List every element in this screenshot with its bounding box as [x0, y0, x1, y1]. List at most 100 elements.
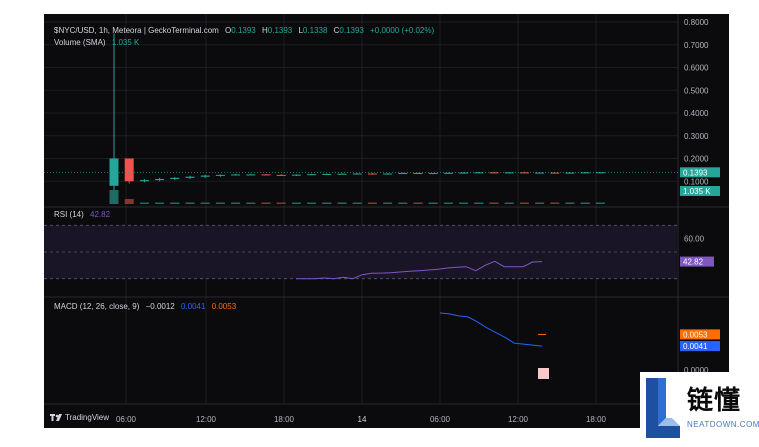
candle [383, 173, 393, 175]
pair-title: $NYC/USD, 1h, Meteora | GeckoTerminal.co… [54, 26, 219, 35]
volume-bar [489, 202, 499, 204]
volume-bar [246, 202, 256, 204]
watermark-en-text: NEATDOWN.COM [687, 420, 759, 429]
candle [352, 173, 362, 175]
volume-bar [443, 202, 453, 204]
macd-label: MACD (12, 26, close, 9) [54, 302, 140, 311]
open-label: O [225, 26, 232, 35]
chart-canvas[interactable]: 0.8000 0.7000 0.6000 0.5000 0.4000 0.3000 0.20… [44, 14, 729, 428]
tradingview-logo-icon [50, 413, 62, 421]
time-tick-label: 12:00 [196, 415, 217, 424]
candle [307, 174, 317, 176]
candle [322, 173, 332, 175]
rsi-line [296, 260, 543, 280]
volume-bar [261, 202, 271, 204]
candle [519, 172, 529, 174]
volume-bar [474, 202, 484, 204]
volume-bar [383, 202, 393, 204]
volume-bar [276, 202, 286, 204]
volume-bar [565, 202, 575, 204]
candle [231, 174, 241, 176]
macd-line [439, 312, 543, 347]
close-price-badge-bg [680, 167, 720, 178]
volume-bar [200, 202, 210, 204]
price-tick-label: 0.8000 [684, 18, 709, 27]
price-tick-label: 0.7000 [684, 41, 709, 50]
macd-zero-label: 0.0000 [684, 366, 709, 375]
low-label: L [298, 26, 303, 35]
volume-bar [291, 202, 301, 204]
volume-badge-bg [680, 186, 720, 196]
volume-bar [124, 199, 134, 204]
rsi-tick-label: 60.00 [684, 235, 705, 244]
volume-value: 1.035 K [111, 38, 140, 47]
macd-line-value: 0.0041 [180, 302, 206, 311]
candle [367, 173, 377, 175]
volume-bar [155, 202, 165, 204]
rsi-badge-bg [680, 256, 714, 267]
close-value: 0.1393 [339, 26, 364, 35]
macd-hist-value: −0.0012 [145, 302, 175, 311]
volume-bar [231, 202, 241, 204]
candle [535, 172, 545, 174]
close-price-badge: 0.1393 [683, 168, 708, 177]
candle [170, 177, 180, 179]
rsi-band [44, 225, 678, 279]
candle [139, 180, 149, 182]
candle [504, 172, 514, 174]
time-tick-label: 06:00 [430, 415, 451, 424]
time-tick-label: 06:00 [116, 415, 137, 424]
chart-panel[interactable]: 0.8000 0.7000 0.6000 0.5000 0.4000 0.3000 0.20… [44, 14, 729, 428]
candle [246, 174, 256, 176]
rsi-value: 42.82 [90, 210, 111, 219]
price-tick-label: 0.5000 [684, 86, 709, 95]
candle [428, 173, 438, 175]
time-tick-label: 18:00 [274, 415, 295, 424]
watermark-logo: 链懂 NEATDOWN.COM [640, 372, 759, 442]
volume-bar [535, 202, 545, 204]
macd-signal-value: 0.0053 [211, 302, 237, 311]
volume-bar [519, 202, 529, 204]
volume-bar [550, 202, 560, 204]
volume-bar [185, 202, 195, 204]
candle [550, 172, 560, 174]
candle [443, 172, 453, 174]
price-tick-label: 0.2000 [684, 155, 709, 164]
candle [124, 158, 134, 182]
time-tick-label: 12:00 [508, 415, 529, 424]
tradingview-brand[interactable]: TradingView [50, 413, 109, 422]
price-tick-label: 0.1000 [684, 177, 709, 186]
price-tick-label: 0.3000 [684, 132, 709, 141]
volume-bar [595, 202, 605, 204]
price-legend: $NYC/USD, 1h, Meteora | GeckoTerminal.co… [54, 26, 434, 35]
volume-bar [170, 202, 180, 204]
volume-bar [367, 202, 377, 204]
macd-signal-badge: 0.0053 [683, 330, 708, 339]
candle [155, 178, 165, 181]
open-value: 0.1393 [231, 26, 256, 35]
time-tick-label: 18:00 [586, 415, 607, 424]
candle [261, 174, 271, 176]
watermark-l-icon [646, 378, 680, 438]
brand-name: TradingView [65, 413, 110, 422]
volume-badge: 1.035 K [683, 187, 711, 196]
macd-signal-badge-bg [680, 329, 720, 340]
price-tick-label: 0.6000 [684, 64, 709, 73]
high-label: H [261, 26, 268, 35]
volume-bar [428, 202, 438, 204]
price-tick-label: 0.4000 [684, 109, 709, 118]
candle [474, 172, 484, 174]
volume-bar [337, 202, 347, 204]
volume-bar [322, 202, 332, 204]
volume-bar [413, 202, 423, 204]
high-value: 0.1393 [267, 26, 293, 35]
candle [580, 172, 590, 174]
time-tick-label: 14 [358, 415, 367, 424]
macd-line-badge-bg [680, 341, 720, 352]
change-value: +0.0000 (+0.02%) [370, 26, 435, 35]
candle [200, 175, 210, 177]
candle [459, 172, 469, 174]
close-label: C [333, 26, 340, 35]
low-value: 0.1338 [302, 26, 328, 35]
macd-legend: MACD (12, 26, close, 9) −0.0012 0.0041 0… [54, 302, 236, 311]
